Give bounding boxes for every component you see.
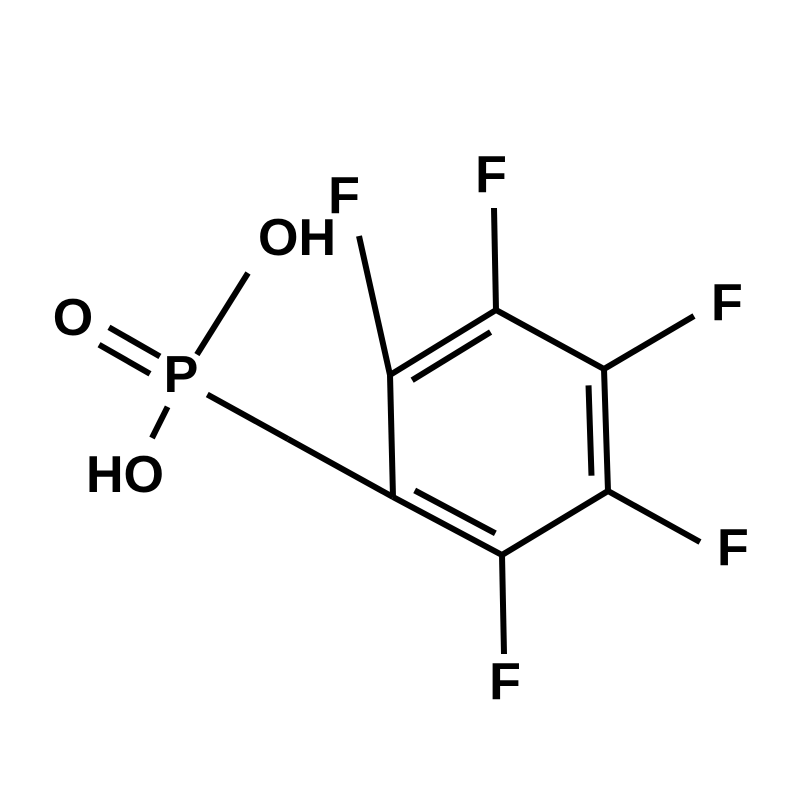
bond bbox=[152, 407, 168, 438]
bond bbox=[207, 394, 288, 439]
bond bbox=[390, 310, 496, 375]
bond bbox=[604, 316, 694, 369]
bond bbox=[288, 439, 393, 497]
molecule-diagram: P OH HO O F F F F F bbox=[0, 0, 800, 800]
bond bbox=[197, 273, 248, 355]
bond bbox=[359, 236, 390, 375]
bond bbox=[589, 385, 592, 475]
atom-label-oh2: HO bbox=[86, 446, 164, 504]
atom-label-o: O bbox=[53, 289, 93, 347]
bond bbox=[494, 208, 496, 310]
atom-label-p: P bbox=[164, 346, 199, 404]
atom-label-f5: F bbox=[489, 653, 521, 711]
atom-label-oh1: OH bbox=[258, 209, 336, 267]
atom-label-f4: F bbox=[717, 519, 749, 577]
bond bbox=[608, 491, 700, 542]
bond bbox=[390, 375, 393, 497]
atom-label-f3: F bbox=[711, 274, 743, 332]
bond bbox=[502, 555, 504, 654]
atom-label-f6: F bbox=[328, 167, 360, 225]
atom-label-f2: F bbox=[475, 146, 507, 204]
bond bbox=[496, 310, 604, 369]
bond bbox=[502, 491, 608, 555]
bond bbox=[604, 369, 608, 491]
